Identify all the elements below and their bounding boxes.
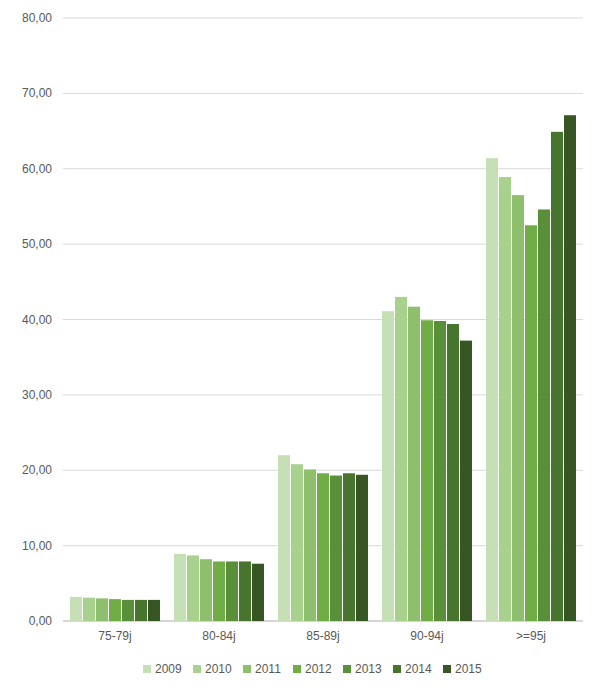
legend-swatch bbox=[443, 665, 451, 673]
bar bbox=[213, 561, 225, 621]
bar bbox=[538, 209, 550, 621]
bar bbox=[499, 177, 511, 621]
y-tick-label: 20,00 bbox=[22, 463, 52, 477]
grid-line bbox=[63, 18, 583, 19]
legend-swatch bbox=[343, 665, 351, 673]
grid-line bbox=[63, 93, 583, 94]
bar bbox=[226, 561, 238, 621]
legend: 2009 2010 2011 2012 2013 2014 2015 bbox=[143, 662, 482, 676]
bar bbox=[122, 600, 134, 621]
grid-line bbox=[63, 168, 583, 169]
bar bbox=[109, 599, 121, 621]
bar bbox=[252, 564, 264, 621]
bar bbox=[395, 297, 407, 621]
legend-label: 2010 bbox=[205, 662, 232, 676]
legend-label: 2011 bbox=[255, 662, 281, 676]
bar bbox=[317, 473, 329, 621]
x-tick-label: 90-94j bbox=[410, 629, 443, 643]
bar bbox=[174, 554, 186, 621]
bar bbox=[421, 320, 433, 621]
y-tick-label: 0,00 bbox=[29, 614, 53, 628]
bar bbox=[512, 195, 524, 621]
bars bbox=[70, 115, 576, 621]
bar bbox=[447, 324, 459, 621]
bar bbox=[83, 598, 95, 621]
bar bbox=[70, 597, 82, 621]
x-tick-label: >=95j bbox=[516, 629, 546, 643]
legend-swatch bbox=[293, 665, 301, 673]
y-tick-label: 60,00 bbox=[22, 162, 52, 176]
bar bbox=[343, 473, 355, 621]
bar bbox=[356, 475, 368, 621]
legend-label: 2012 bbox=[305, 662, 332, 676]
legend-label: 2009 bbox=[155, 662, 182, 676]
bar bbox=[304, 469, 316, 621]
y-tick-label: 80,00 bbox=[22, 11, 52, 25]
chart: 0,00 10,00 20,00 30,00 40,00 50,00 60,00 70,00 8… bbox=[0, 0, 600, 698]
x-tick-label: 75-79j bbox=[98, 629, 131, 643]
y-tick-label: 30,00 bbox=[22, 388, 52, 402]
legend-swatch bbox=[143, 665, 151, 673]
legend-label: 2014 bbox=[405, 662, 432, 676]
y-tick-label: 40,00 bbox=[22, 313, 52, 327]
bar bbox=[486, 158, 498, 621]
bar bbox=[239, 561, 251, 621]
legend-swatch bbox=[243, 665, 251, 673]
x-tick-label: 80-84j bbox=[202, 629, 235, 643]
bar bbox=[408, 307, 420, 621]
legend-swatch bbox=[393, 665, 401, 673]
x-tick-label: 85-89j bbox=[306, 629, 339, 643]
bar bbox=[564, 115, 576, 621]
bar bbox=[330, 476, 342, 621]
bar bbox=[460, 341, 472, 621]
bar bbox=[200, 559, 212, 621]
y-tick-label: 70,00 bbox=[22, 86, 52, 100]
y-tick-label: 50,00 bbox=[22, 237, 52, 251]
bar bbox=[525, 225, 537, 621]
bar bbox=[96, 598, 108, 621]
bar bbox=[382, 311, 394, 621]
bar bbox=[291, 464, 303, 621]
legend-label: 2013 bbox=[355, 662, 382, 676]
bar bbox=[434, 321, 446, 621]
bar bbox=[148, 600, 160, 621]
bar bbox=[278, 455, 290, 621]
bar bbox=[187, 555, 199, 621]
y-tick-label: 10,00 bbox=[22, 539, 52, 553]
bar bbox=[135, 600, 147, 621]
bar bbox=[551, 132, 563, 621]
legend-label: 2015 bbox=[455, 662, 482, 676]
legend-swatch bbox=[193, 665, 201, 673]
